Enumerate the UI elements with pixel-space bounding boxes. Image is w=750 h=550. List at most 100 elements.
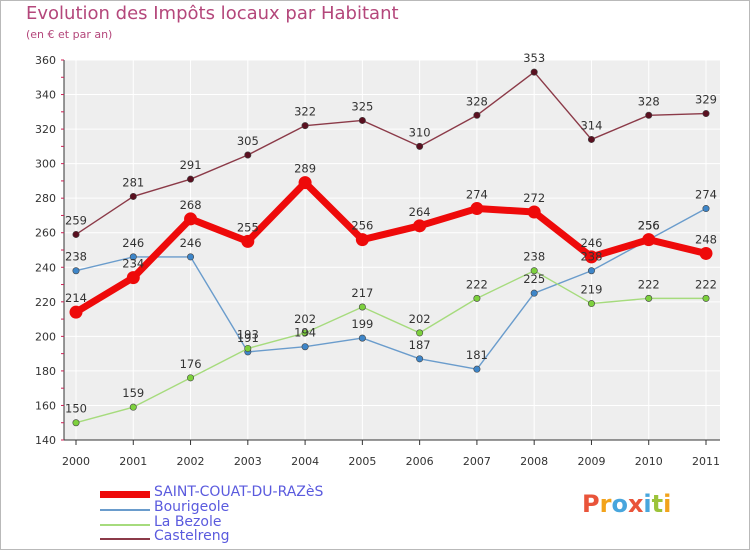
legend-swatch [100, 509, 150, 511]
data-label: 159 [122, 386, 144, 400]
data-point [470, 202, 484, 216]
data-label: 255 [237, 220, 259, 234]
data-label: 246 [580, 236, 602, 250]
data-point [702, 205, 710, 213]
data-point [530, 267, 538, 275]
data-label: 248 [695, 232, 717, 246]
data-label: 202 [294, 312, 316, 326]
data-label: 219 [580, 283, 602, 297]
data-label: 274 [695, 188, 717, 202]
data-label: 194 [294, 326, 316, 340]
data-point [129, 403, 137, 411]
data-label: 256 [638, 219, 660, 233]
y-tick-label: 340 [35, 89, 56, 102]
y-tick-label: 140 [35, 434, 56, 447]
data-label: 256 [351, 219, 373, 233]
legend-swatch [100, 491, 150, 498]
logo-letter: r [599, 490, 612, 518]
data-label: 217 [351, 286, 373, 300]
data-label: 238 [65, 250, 87, 264]
data-point [587, 300, 595, 308]
data-label: 310 [409, 125, 431, 139]
legend-label: La Bezole [154, 514, 222, 530]
x-tick-label: 2011 [692, 455, 720, 468]
data-label: 281 [122, 175, 144, 189]
data-label: 322 [294, 105, 316, 119]
data-point [187, 374, 195, 382]
data-label: 264 [409, 205, 431, 219]
logo-letter: P [582, 490, 600, 518]
data-point [187, 175, 195, 183]
data-point [72, 230, 80, 238]
data-label: 272 [523, 191, 545, 205]
data-point [587, 267, 595, 275]
data-point [358, 334, 366, 342]
logo-letter: i [643, 490, 652, 518]
data-point [72, 267, 80, 275]
legend-label: Bourigeole [154, 499, 230, 515]
data-label: 222 [695, 277, 717, 291]
data-point [587, 135, 595, 143]
data-label: 256 [638, 219, 660, 233]
logo-letter: t [651, 490, 664, 518]
data-point [301, 329, 309, 337]
y-tick-label: 260 [35, 227, 56, 240]
x-tick-label: 2003 [234, 455, 262, 468]
logo-letter: i [663, 490, 672, 518]
y-tick-label: 220 [35, 296, 56, 309]
data-point [699, 246, 713, 260]
data-label: 234 [122, 257, 144, 271]
data-label: 199 [351, 317, 373, 331]
data-point [416, 142, 424, 150]
x-tick-label: 2004 [291, 455, 319, 468]
data-label: 246 [180, 236, 202, 250]
legend-swatch [100, 524, 150, 526]
data-label: 222 [638, 277, 660, 291]
data-label: 214 [65, 291, 87, 305]
x-tick-label: 2008 [520, 455, 548, 468]
data-label: 246 [122, 236, 144, 250]
data-label: 325 [351, 99, 373, 113]
data-point [473, 111, 481, 119]
data-point [416, 355, 424, 363]
y-tick-label: 360 [35, 54, 56, 67]
data-point [645, 294, 653, 302]
data-label: 289 [294, 162, 316, 176]
data-point [72, 419, 80, 427]
y-tick-label: 240 [35, 261, 56, 274]
data-point [527, 205, 541, 219]
series-line [75, 270, 706, 424]
x-tick-label: 2010 [635, 455, 663, 468]
x-tick-label: 2002 [177, 455, 205, 468]
data-point [355, 233, 369, 247]
data-point [358, 303, 366, 311]
data-point [530, 289, 538, 297]
data-point [129, 192, 137, 200]
data-point [473, 294, 481, 302]
data-label: 259 [65, 213, 87, 227]
data-label: 202 [409, 312, 431, 326]
legend-swatch [100, 538, 150, 540]
data-label: 150 [65, 402, 87, 416]
data-point [645, 111, 653, 119]
data-label: 268 [180, 198, 202, 212]
x-tick-label: 2005 [348, 455, 376, 468]
data-point [473, 365, 481, 373]
series-line [75, 71, 707, 236]
data-point [642, 233, 656, 247]
data-point [241, 234, 255, 248]
data-label: 328 [638, 94, 660, 108]
data-label: 225 [523, 272, 545, 286]
proxiti-logo: Proxiti [582, 490, 671, 518]
y-tick-label: 200 [35, 330, 56, 343]
data-point [244, 151, 252, 159]
data-point [584, 250, 598, 264]
chart-subtitle: (en € et par an) [26, 28, 113, 41]
data-label: 353 [523, 51, 545, 65]
data-label: 274 [466, 188, 488, 202]
data-label: 328 [466, 94, 488, 108]
data-label: 238 [580, 250, 602, 264]
series-line [74, 179, 707, 316]
data-label: 191 [237, 331, 259, 345]
